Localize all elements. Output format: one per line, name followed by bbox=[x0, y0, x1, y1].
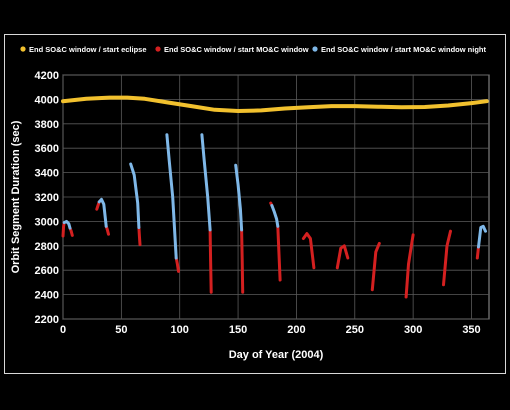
series-1-segment-9 bbox=[276, 224, 282, 282]
x-tick-6: 300 bbox=[404, 324, 422, 336]
series-1-segment-0 bbox=[61, 221, 66, 238]
series-2-segment-3 bbox=[165, 133, 178, 260]
chart-frame: 0 50 100 150 200 250 300 350 2200 2400 2600 2800 30… bbox=[4, 34, 506, 374]
y-tick-9: 4000 bbox=[35, 94, 59, 106]
series-2-segment-2 bbox=[129, 162, 141, 229]
y-tick-8: 3800 bbox=[35, 119, 59, 131]
x-tick-5: 250 bbox=[346, 324, 364, 336]
x-tick-3: 150 bbox=[229, 324, 247, 336]
series-2-segment-0 bbox=[62, 219, 72, 230]
orbit-duration-chart: 0 50 100 150 200 250 300 350 2200 2400 2600 2800 30… bbox=[10, 45, 490, 361]
legend-label-2: End SO&C window / start MO&C window nigh… bbox=[321, 45, 486, 54]
series-2-segment-1 bbox=[97, 197, 108, 228]
legend-marker-1 bbox=[155, 46, 161, 52]
series-1-segment-10 bbox=[301, 232, 316, 270]
x-tick-4: 200 bbox=[287, 324, 305, 336]
series-2-segment-4 bbox=[200, 133, 212, 232]
series-1-segment-7 bbox=[240, 228, 245, 294]
legend-marker-2 bbox=[312, 46, 318, 52]
x-tick-1: 50 bbox=[115, 324, 127, 336]
y-tick-4: 3000 bbox=[35, 216, 59, 228]
y-tick-5: 3200 bbox=[35, 192, 59, 204]
y-tick-0: 2200 bbox=[35, 314, 59, 326]
series-1-segment-13 bbox=[404, 233, 415, 299]
legend-marker-0 bbox=[20, 46, 26, 52]
y-tick-2: 2600 bbox=[35, 265, 59, 277]
series-group bbox=[61, 95, 489, 299]
legend: End SO&C window / start eclipse End SO&C … bbox=[20, 45, 486, 54]
series-1-segment-4 bbox=[137, 226, 142, 247]
y-tick-10: 4200 bbox=[35, 70, 59, 82]
legend-label-0: End SO&C window / start eclipse bbox=[29, 45, 147, 54]
y-tick-1: 2400 bbox=[35, 290, 59, 302]
y-axis-label: Orbit Segment Duration (sec) bbox=[10, 120, 22, 273]
series-0 bbox=[61, 95, 489, 113]
series-2-segment-7 bbox=[477, 224, 487, 249]
y-tick-7: 3600 bbox=[35, 143, 59, 155]
legend-label-1: End SO&C window / start MO&C window bbox=[164, 45, 309, 54]
grid-lines bbox=[62, 74, 489, 320]
x-tick-0: 0 bbox=[60, 324, 66, 336]
series-2 bbox=[62, 133, 487, 260]
y-tick-6: 3400 bbox=[35, 168, 59, 180]
x-axis-label: Day of Year (2004) bbox=[229, 349, 324, 361]
y-tick-3: 2800 bbox=[35, 241, 59, 253]
series-1-segment-15 bbox=[475, 245, 480, 260]
series-1-segment-6 bbox=[208, 228, 213, 294]
series-1-segment-12 bbox=[370, 241, 381, 292]
y-tick-labels: 2200 2400 2600 2800 3000 3200 3400 3600 3800 4000… bbox=[35, 70, 59, 326]
series-1 bbox=[61, 200, 480, 299]
series-1-segment-5 bbox=[174, 256, 180, 273]
x-tick-2: 100 bbox=[171, 324, 189, 336]
series-2-segment-6 bbox=[270, 204, 280, 228]
x-tick-labels: 0 50 100 150 200 250 300 350 bbox=[60, 324, 481, 336]
series-2-segment-5 bbox=[234, 163, 244, 232]
series-1-segment-11 bbox=[335, 244, 350, 270]
series-0-segment-0 bbox=[61, 95, 489, 113]
x-tick-7: 350 bbox=[462, 324, 480, 336]
series-1-segment-14 bbox=[442, 229, 452, 287]
